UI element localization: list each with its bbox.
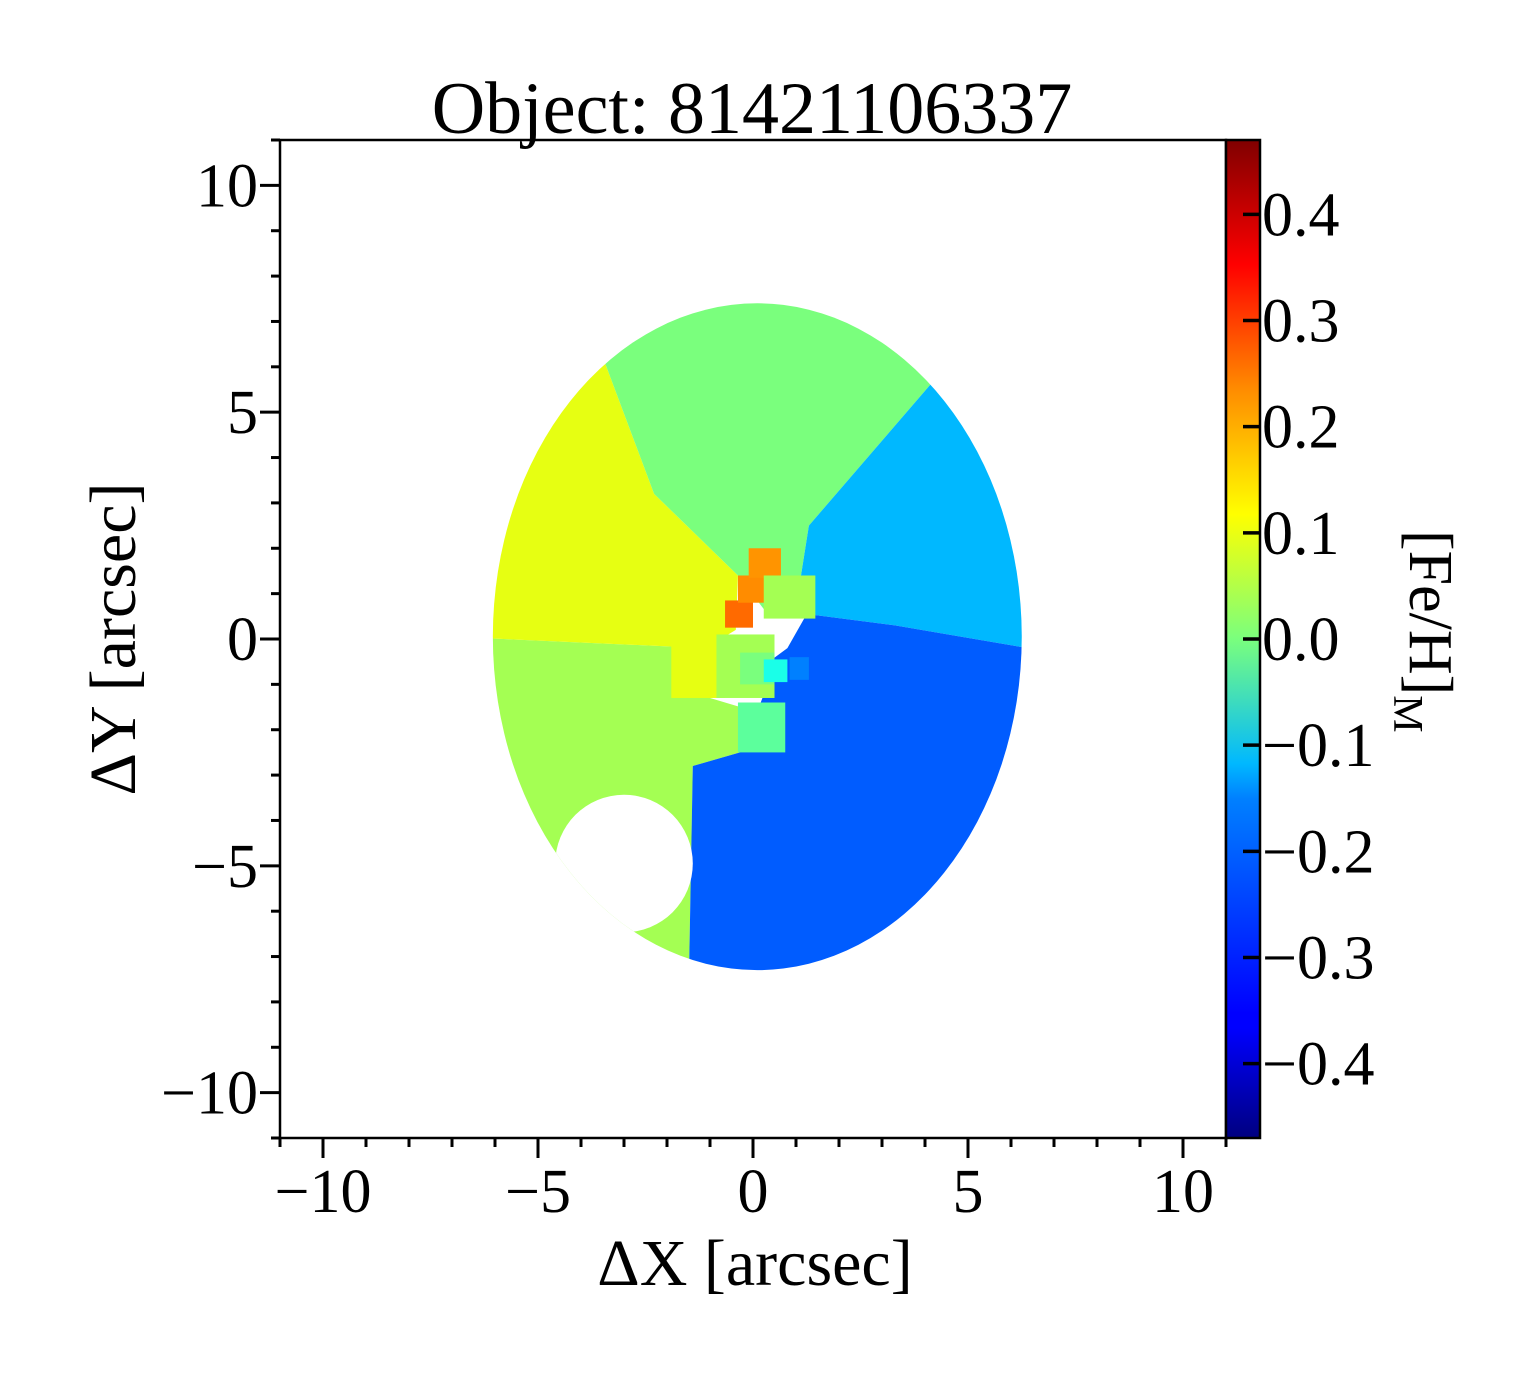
spaxel-bin bbox=[725, 600, 753, 628]
colorbar-tick-label: 0.3 bbox=[1262, 287, 1340, 355]
colorbar-tick-label: 0.2 bbox=[1262, 394, 1340, 462]
colorbar-tick-label: 0.0 bbox=[1262, 606, 1340, 674]
colorbar-tick-label: 0.1 bbox=[1262, 500, 1340, 568]
spaxel-bin bbox=[763, 575, 816, 619]
field-of-view bbox=[492, 303, 1022, 971]
metallicity-map bbox=[492, 303, 1022, 971]
chart-title: Object: 81421106337 bbox=[432, 68, 1073, 150]
x-tick-label: 10 bbox=[1152, 1158, 1214, 1226]
y-tick-label: −10 bbox=[161, 1060, 258, 1128]
x-axis-ticks: −10 −5 0 5 10 bbox=[275, 1138, 1228, 1226]
x-axis-label: ΔX [arcsec] bbox=[597, 1227, 912, 1300]
x-tick-label: 0 bbox=[738, 1158, 769, 1226]
y-tick-label: 10 bbox=[196, 152, 258, 220]
colorbar-tick-label: −0.1 bbox=[1262, 712, 1374, 780]
y-tick-label: 5 bbox=[227, 379, 258, 447]
spaxel-bin bbox=[737, 702, 786, 753]
spaxel-bin bbox=[737, 575, 766, 603]
colorbar-tick-label: 0.4 bbox=[1262, 181, 1340, 249]
y-tick-label: 0 bbox=[227, 606, 258, 674]
x-tick-label: −5 bbox=[505, 1158, 571, 1226]
spaxel-bin bbox=[671, 639, 726, 698]
y-axis-label: ΔY [arcsec] bbox=[77, 483, 150, 796]
colorbar-label-main: [Fe/H] bbox=[1396, 530, 1464, 695]
x-tick-label: 5 bbox=[953, 1158, 984, 1226]
x-tick-label: −10 bbox=[275, 1158, 372, 1226]
region-north bbox=[572, 303, 960, 615]
colorbar-tick-label: −0.3 bbox=[1262, 925, 1374, 993]
spaxel-bin bbox=[748, 548, 781, 578]
colorbar-label-sub: M bbox=[1384, 695, 1430, 732]
spaxel-bin bbox=[763, 659, 788, 683]
spaxel-bin bbox=[789, 657, 809, 680]
colorbar-ticks: 0.4 0.3 0.2 0.1 0.0 −0.1 −0.2 −0.3 −0.4 bbox=[1243, 181, 1374, 1099]
colorbar-tick-label: −0.2 bbox=[1262, 818, 1374, 886]
masked-star bbox=[555, 794, 693, 933]
y-tick-label: −5 bbox=[192, 833, 258, 901]
colorbar-tick-label: −0.4 bbox=[1262, 1031, 1374, 1099]
y-axis-ticks: −10 −5 0 5 10 bbox=[161, 138, 280, 1140]
colorbar-label: [Fe/H]M bbox=[1384, 530, 1464, 733]
